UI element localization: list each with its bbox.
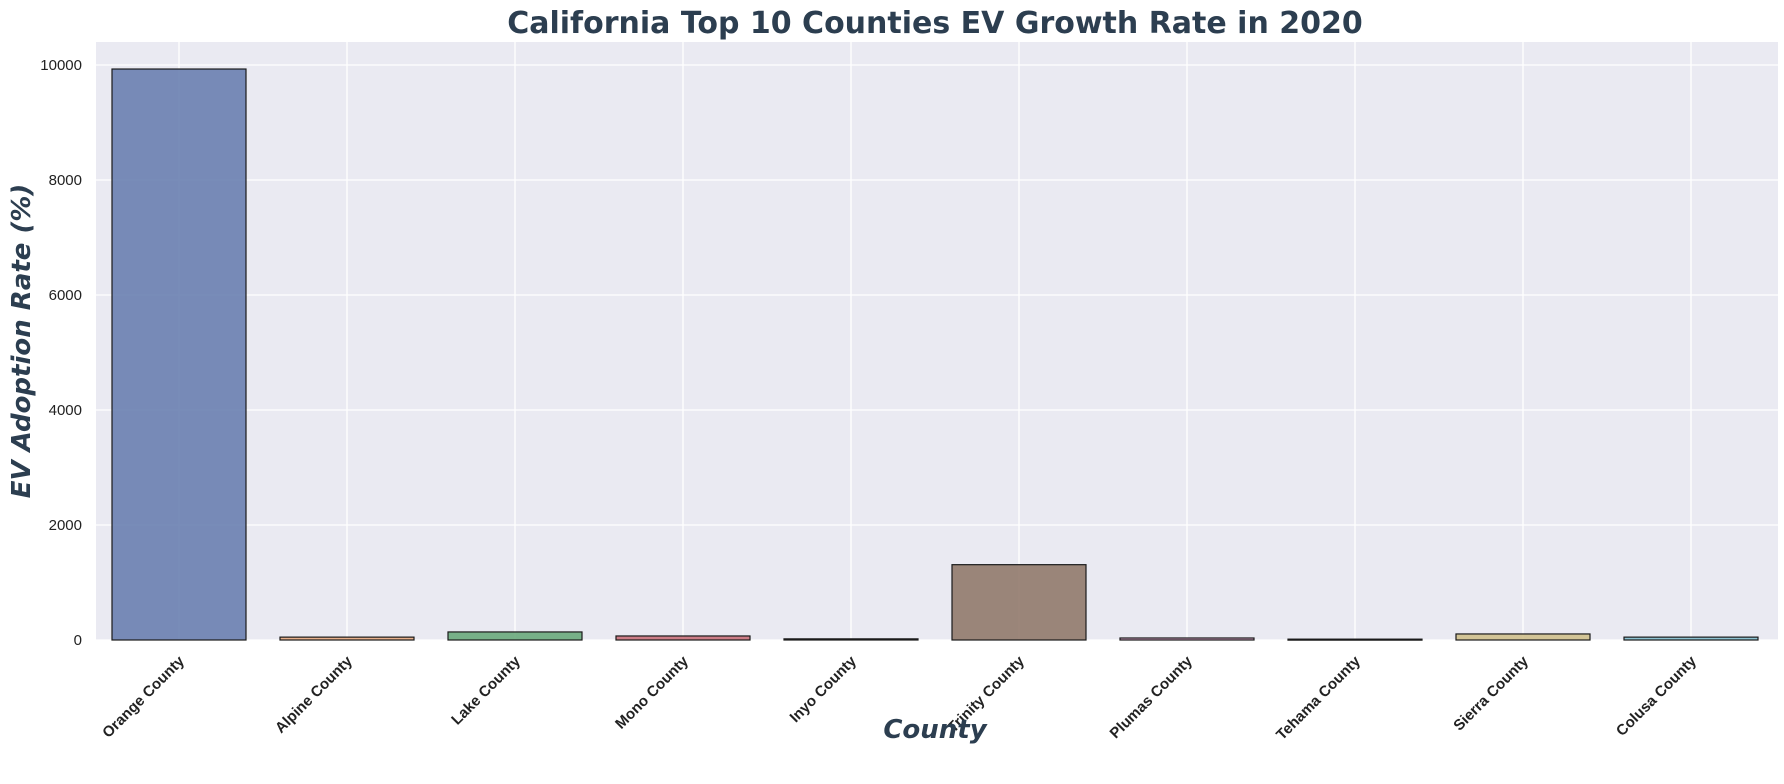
bar-colusa-county: [1623, 636, 1759, 641]
y-tick-label: 10000: [40, 57, 82, 74]
x-tick-label: Inyo County: [787, 652, 861, 726]
x-tick-label: Colusa County: [1613, 652, 1700, 739]
bar-tehama-county: [1287, 638, 1423, 641]
x-tick-label: Plumas County: [1107, 652, 1197, 742]
plot-area: [96, 42, 1778, 640]
y-tick-label: 0: [74, 632, 82, 649]
x-tick-label: Tehama County: [1273, 652, 1364, 743]
bar-orange-county: [111, 68, 247, 641]
y-axis-ticks: 0 2000 4000 6000 8000 10000: [40, 57, 82, 649]
bar-alpine-county: [279, 636, 415, 641]
bar-trinity-county: [951, 564, 1087, 641]
y-tick-label: 4000: [49, 402, 82, 419]
bar-mono-county: [615, 635, 751, 641]
bars: [111, 68, 1759, 641]
x-tick-label: Sierra County: [1450, 652, 1532, 734]
bar-sierra-county: [1455, 633, 1591, 641]
bar-plumas-county: [1119, 637, 1255, 641]
y-tick-label: 6000: [49, 287, 82, 304]
y-tick-label: 8000: [49, 172, 82, 189]
grid-lines: [96, 42, 1778, 641]
x-axis-label: County: [883, 715, 987, 745]
y-tick-label: 2000: [49, 517, 82, 534]
bar-inyo-county: [783, 638, 919, 641]
y-axis-label: EV Adoption Rate (%): [7, 184, 37, 499]
x-tick-label: Orange County: [99, 652, 188, 741]
x-tick-label: Alpine County: [272, 652, 356, 736]
chart-title: California Top 10 Counties EV Growth Rat…: [507, 6, 1363, 41]
bar-lake-county: [447, 631, 583, 641]
x-tick-label: Lake County: [448, 652, 524, 728]
x-tick-label: Mono County: [612, 652, 692, 732]
